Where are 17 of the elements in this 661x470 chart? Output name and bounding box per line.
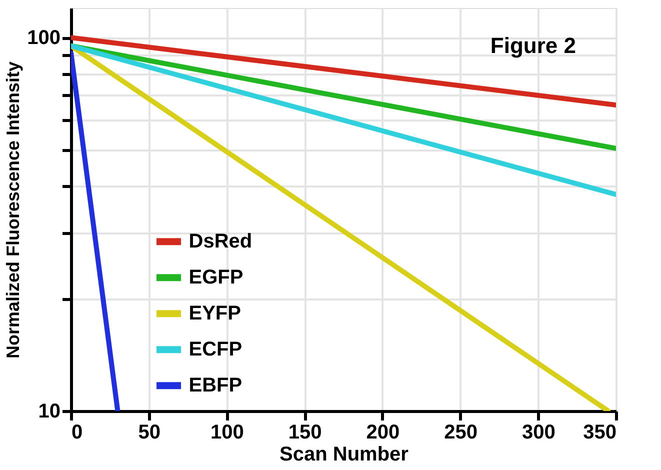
y-axis-title: Normalized Fluorescence Intensity [3,61,24,359]
legend-label: EBFP [188,374,242,397]
x-tick-label: 300 [522,422,556,444]
x-tick-label: 200 [366,422,400,444]
legend-label: DsRed [188,230,252,253]
legend-label: ECFP [188,338,242,361]
x-tick-label: 0 [72,422,83,444]
x-tick-label: 50 [138,422,160,444]
x-tick-label: 150 [288,422,322,444]
legend-label: EYFP [188,302,241,325]
annotation: Figure 2 [490,33,576,58]
x-axis-title: Scan Number [280,444,409,466]
legend-label: EGFP [188,266,244,289]
x-tick-label: 350 [583,422,616,444]
x-tick-label: 100 [210,422,244,444]
x-tick-label: 250 [444,422,478,444]
y-tick-label: 10 [38,400,60,422]
